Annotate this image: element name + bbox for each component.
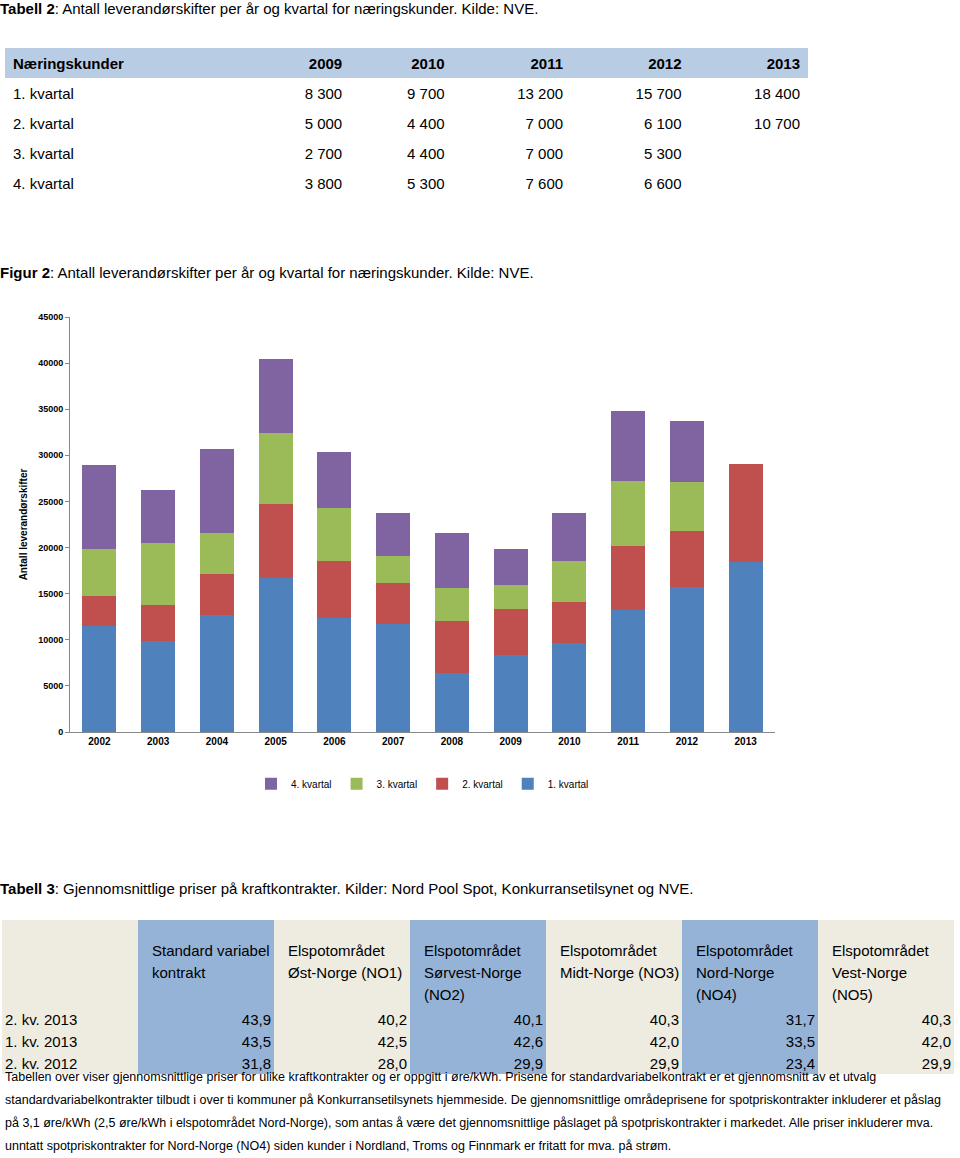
html-text:28,0: 28,0 bbox=[377, 1054, 407, 1072]
html-text:2010: 2010 bbox=[411, 54, 445, 72]
html-text:29,9: 29,9 bbox=[649, 1054, 679, 1072]
svg-text:2008: 2008 bbox=[441, 736, 464, 747]
html-text:2012: 2012 bbox=[648, 54, 682, 72]
html-text:2. kv. 2013: 2. kv. 2013 bbox=[5, 1010, 78, 1028]
html-text:43,5: 43,5 bbox=[241, 1032, 271, 1050]
html-text:15 700: 15 700 bbox=[635, 84, 682, 102]
html-text:31,7: 31,7 bbox=[785, 1010, 815, 1028]
html-text:9 700: 9 700 bbox=[407, 84, 445, 102]
svg-text:Antall leverandørskifter: Antall leverandørskifter bbox=[18, 469, 29, 581]
html-text:7 000: 7 000 bbox=[525, 114, 564, 132]
html-text:33,5: 33,5 bbox=[785, 1032, 815, 1050]
svg-text:2004: 2004 bbox=[206, 736, 229, 747]
html-text:Elspotområdet Nord-Norge (NO4): Elspotområdet Nord-Norge (NO4) bbox=[696, 942, 793, 1003]
svg-text:1. kvartal: 1. kvartal bbox=[548, 779, 589, 790]
svg-text:35000: 35000 bbox=[38, 404, 63, 414]
svg-text:2009: 2009 bbox=[500, 736, 523, 747]
html-text:4 400: 4 400 bbox=[407, 144, 445, 162]
html-text:23,4: 23,4 bbox=[785, 1054, 815, 1072]
html-text:2011: 2011 bbox=[530, 54, 564, 72]
svg-text:40000: 40000 bbox=[38, 358, 63, 368]
html-text:3. kvartal: 3. kvartal bbox=[13, 144, 74, 162]
html-text:Tabell 3: Gjennomsnittlige pri: Tabell 3: Gjennomsnittlige priser på kra… bbox=[0, 880, 694, 897]
html-text:5 300: 5 300 bbox=[407, 174, 445, 192]
svg-text:4. kvartal: 4. kvartal bbox=[291, 779, 332, 790]
svg-text:2007: 2007 bbox=[382, 736, 405, 747]
svg-text:2013: 2013 bbox=[735, 736, 758, 747]
html-text:Tabellen over viser gjennomsni: Tabellen over viser gjennomsnittlige pri… bbox=[5, 1070, 941, 1153]
html-text:4 400: 4 400 bbox=[407, 114, 445, 132]
svg-text:2010: 2010 bbox=[558, 736, 581, 747]
html-text:Tabell 2: Antall leverandørski: Tabell 2: Antall leverandørskifter per å… bbox=[0, 0, 539, 17]
html-text:40,3: 40,3 bbox=[649, 1010, 679, 1028]
svg-text:0: 0 bbox=[58, 727, 63, 737]
html-text:5 300: 5 300 bbox=[644, 144, 682, 162]
html-text:6 600: 6 600 bbox=[644, 174, 682, 192]
html-text:Elspotområdet Midt-Norge (NO3): Elspotområdet Midt-Norge (NO3) bbox=[560, 942, 680, 981]
svg-text:45000: 45000 bbox=[38, 312, 63, 322]
html-text:1. kv. 2013: 1. kv. 2013 bbox=[5, 1032, 78, 1050]
html-text:1. kvartal: 1. kvartal bbox=[13, 84, 74, 102]
svg-text:2002: 2002 bbox=[88, 736, 111, 747]
html-text:2 700: 2 700 bbox=[304, 144, 343, 162]
svg-text:2. kvartal: 2. kvartal bbox=[462, 779, 503, 790]
html-text:4. kvartal: 4. kvartal bbox=[13, 174, 74, 192]
html-text:Elspotområdet Sørvest-Norge (N: Elspotområdet Sørvest-Norge (NO2) bbox=[424, 942, 522, 1003]
svg-text:15000: 15000 bbox=[38, 589, 63, 599]
html-text:5 000: 5 000 bbox=[304, 114, 343, 132]
html-text:3 800: 3 800 bbox=[304, 174, 343, 192]
svg-text:2006: 2006 bbox=[323, 736, 346, 747]
html-text:2013: 2013 bbox=[766, 54, 800, 72]
html-text:10 700: 10 700 bbox=[754, 114, 800, 132]
svg-text:2011: 2011 bbox=[617, 736, 639, 747]
html-text:Elspotområdet Øst-Norge (NO1): Elspotområdet Øst-Norge (NO1) bbox=[288, 942, 403, 981]
html-text:40,1: 40,1 bbox=[513, 1010, 543, 1028]
html-text:18 400: 18 400 bbox=[754, 84, 800, 102]
html-text:31,8: 31,8 bbox=[241, 1054, 271, 1072]
svg-text:2005: 2005 bbox=[265, 736, 288, 747]
html-text:43,9: 43,9 bbox=[241, 1010, 271, 1028]
svg-text:20000: 20000 bbox=[38, 543, 63, 553]
html-text:Næringskunder: Næringskunder bbox=[13, 54, 124, 72]
html-text:40,3: 40,3 bbox=[921, 1010, 951, 1028]
svg-text:10000: 10000 bbox=[38, 635, 63, 645]
html-text:42,5: 42,5 bbox=[377, 1032, 407, 1050]
html-text:42,6: 42,6 bbox=[513, 1032, 543, 1050]
svg-text:30000: 30000 bbox=[38, 450, 63, 460]
html-text:29,9: 29,9 bbox=[513, 1054, 543, 1072]
svg-text:3. kvartal: 3. kvartal bbox=[377, 779, 418, 790]
svg-text:25000: 25000 bbox=[38, 497, 63, 507]
html-text:29,9: 29,9 bbox=[921, 1054, 951, 1072]
html-text:7 000: 7 000 bbox=[525, 144, 564, 162]
svg-text:2012: 2012 bbox=[676, 736, 699, 747]
html-text:7 600: 7 600 bbox=[525, 174, 564, 192]
html-text:2. kvartal: 2. kvartal bbox=[13, 114, 74, 132]
html-text:2009: 2009 bbox=[308, 54, 343, 72]
svg-text:2003: 2003 bbox=[147, 736, 170, 747]
html-text:40,2: 40,2 bbox=[377, 1010, 407, 1028]
html-text:42,0: 42,0 bbox=[649, 1032, 679, 1050]
html-text:2. kv. 2012: 2. kv. 2012 bbox=[5, 1054, 78, 1072]
html-text:6 100: 6 100 bbox=[644, 114, 682, 132]
html-text:13 200: 13 200 bbox=[517, 84, 564, 102]
html-text:Figur 2: Antall leverandørskif: Figur 2: Antall leverandørskifter per år… bbox=[0, 264, 534, 281]
html-text:Elspotområdet Vest-Norge (NO5): Elspotområdet Vest-Norge (NO5) bbox=[832, 942, 929, 1003]
html-text:42,0: 42,0 bbox=[921, 1032, 951, 1050]
html-text:8 300: 8 300 bbox=[304, 84, 343, 102]
html-text:Standard variabel kontrakt: Standard variabel kontrakt bbox=[152, 942, 270, 981]
svg-text:5000: 5000 bbox=[43, 681, 63, 691]
